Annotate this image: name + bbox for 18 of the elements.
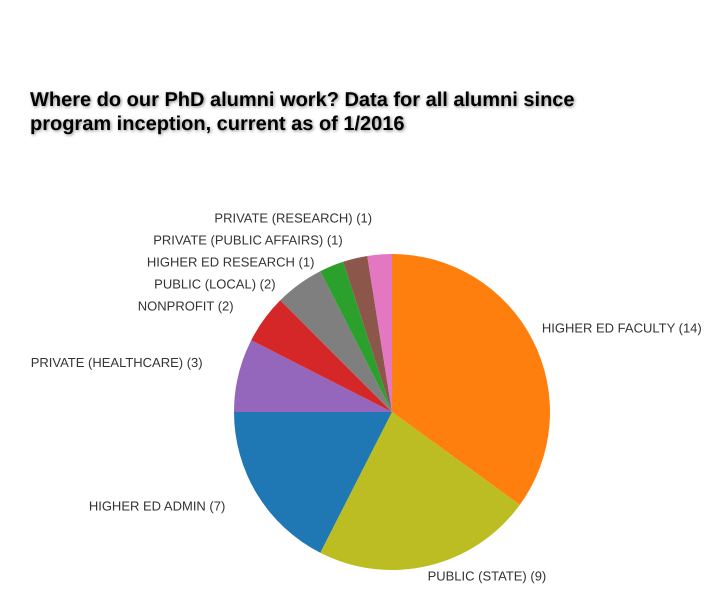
pie-slice <box>367 254 392 412</box>
pie-slice <box>320 412 520 570</box>
slice-label: NONPROFIT (2) <box>138 298 234 314</box>
chart-title: Where do our PhD alumni work? Data for all alumni since program inception, current as of 1/2016 <box>30 88 575 136</box>
slice-label: HIGHER ED ADMIN (7) <box>88 498 226 514</box>
pie-slice <box>280 271 392 412</box>
pie-slice <box>234 412 392 553</box>
pie-slice <box>320 262 392 412</box>
pie-slice <box>251 300 392 412</box>
pie-slice <box>343 256 392 412</box>
slice-label: PUBLIC (LOCAL) (2) <box>154 276 276 292</box>
slice-label: PRIVATE (HEALTHCARE) (3) <box>30 355 203 370</box>
slice-label: PUBLIC (STATE) (9) <box>428 568 546 584</box>
slice-label: PRIVATE (RESEARCH) (1) <box>214 210 372 226</box>
pie-slice <box>234 340 392 412</box>
slice-label: HIGHER ED FACULTY (14) <box>542 320 702 336</box>
slice-label: HIGHER ED RESEARCH (1) <box>146 254 314 270</box>
slice-label: PRIVATE (PUBLIC AFFAIRS) (1) <box>153 232 343 248</box>
